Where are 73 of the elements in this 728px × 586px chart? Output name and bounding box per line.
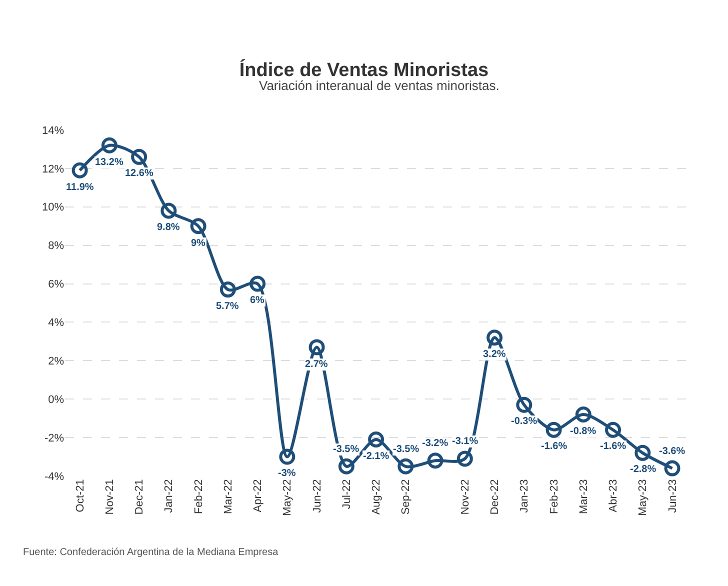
data-label: 9% <box>191 238 206 249</box>
data-label: 2.7% <box>305 359 328 370</box>
x-tick-label: Sep-22 <box>400 479 412 515</box>
point <box>398 458 414 474</box>
source-note: Fuente: Confederación Argentina de la Mediana Empresa <box>23 547 279 558</box>
x-tick-label: May-22 <box>282 479 294 516</box>
x-tick-label: May-23 <box>637 479 650 516</box>
x-tick-label: Dec-22 <box>489 479 502 515</box>
y-tick-label: 4% <box>48 317 64 330</box>
y-tick-label: -2% <box>44 432 64 444</box>
data-label: -2.8% <box>630 464 656 475</box>
y-tick-label: 6% <box>48 278 64 291</box>
data-label: -3.1% <box>452 436 478 447</box>
point <box>72 162 88 178</box>
point <box>486 330 503 346</box>
y-tick-label: 8% <box>48 240 64 252</box>
data-label: 9.8% <box>157 222 180 233</box>
x-tick-label: Apr-22 <box>252 479 264 512</box>
x-tick-label: Jul-22 <box>340 479 353 510</box>
data-label: 6% <box>250 295 265 306</box>
x-tick-label: Feb-23 <box>548 479 560 514</box>
data-label: 12.6% <box>125 168 154 179</box>
point <box>250 276 266 292</box>
data-label: 11.9% <box>66 182 94 193</box>
y-tick-label: 12% <box>42 163 64 176</box>
point <box>456 450 473 467</box>
point <box>664 460 680 476</box>
y-tick-label: 10% <box>42 202 64 214</box>
point <box>368 431 384 448</box>
point <box>160 202 177 219</box>
point <box>634 444 651 461</box>
point <box>546 422 562 438</box>
x-tick-label: Mar-23 <box>578 479 590 514</box>
x-tick-label: Nov-21 <box>104 479 116 515</box>
x-tick-label: Jun-23 <box>666 479 679 513</box>
data-label: -3.6% <box>659 446 686 457</box>
point <box>131 148 148 165</box>
x-tick-label: Jan-23 <box>518 479 531 513</box>
data-label: -0.8% <box>570 426 596 437</box>
x-tick-label: Mar-22 <box>222 479 234 514</box>
x-tick-label: Jan-22 <box>163 479 176 513</box>
point <box>575 406 592 422</box>
point <box>308 339 325 356</box>
point <box>279 448 296 465</box>
data-label: 5.7% <box>216 301 239 312</box>
data-label: -0.3% <box>511 416 538 427</box>
data-label: -1.6% <box>541 441 568 452</box>
data-label: 13.2% <box>95 157 124 168</box>
y-tick-label: 2% <box>48 356 64 368</box>
x-tick-label: Feb-22 <box>192 479 205 514</box>
point <box>605 422 622 438</box>
data-label: -3% <box>278 468 296 479</box>
y-tick-label: 0% <box>48 394 64 406</box>
data-label: -1.6% <box>600 441 626 452</box>
point <box>338 458 354 474</box>
x-tick-label: Nov-22 <box>459 479 472 515</box>
x-tick-label: Abr-23 <box>608 479 620 512</box>
data-label: -3.2% <box>422 438 448 449</box>
data-label: 3.2% <box>483 349 506 360</box>
data-label: -2.1% <box>363 451 390 462</box>
x-tick-label: Jun-22 <box>311 479 324 513</box>
x-tick-label: Dec-21 <box>134 479 146 515</box>
y-tick-label: 14% <box>42 124 64 137</box>
y-tick-label: -4% <box>44 470 64 483</box>
point <box>220 282 236 298</box>
point <box>516 396 532 413</box>
point <box>101 137 118 154</box>
point <box>190 218 206 234</box>
data-label: -3.5% <box>393 444 420 455</box>
data-label: -3.5% <box>333 444 360 455</box>
x-tick-label: Aug-22 <box>370 479 383 515</box>
x-tick-label: Oct-21 <box>74 479 86 512</box>
point <box>427 452 444 469</box>
